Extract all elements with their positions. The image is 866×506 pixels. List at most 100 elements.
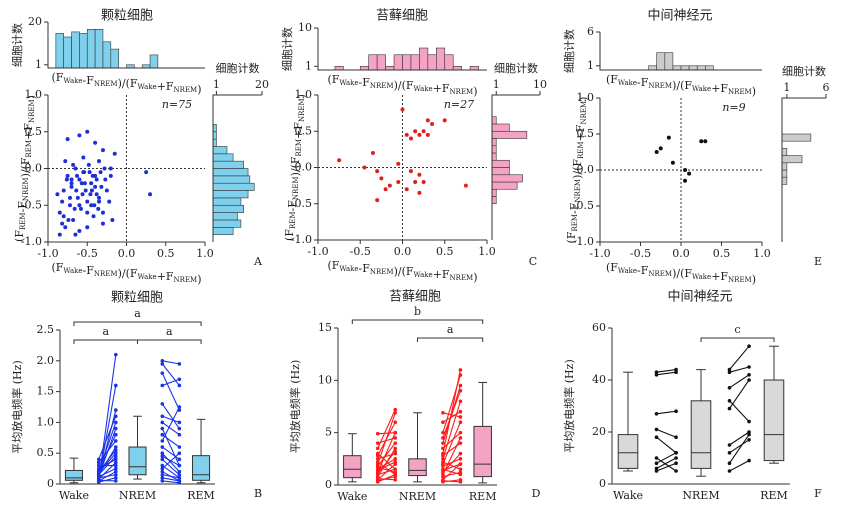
- hist-x-tick-label: 1: [783, 81, 790, 94]
- paired-line: [655, 369, 677, 373]
- point: [85, 225, 90, 230]
- x-axis-label: (FWake-FNREM)/(FWake+FNREM): [327, 259, 477, 284]
- paired-dot: [441, 457, 445, 461]
- paired-dot: [375, 457, 380, 461]
- y-tick-label: 2.0: [37, 354, 55, 367]
- y-tick-label: -1.0: [21, 235, 42, 248]
- hist-y-tick-label: 1: [305, 59, 312, 72]
- point: [108, 173, 113, 178]
- hist-x-label: (FWake-FNREM)/(FWake+FNREM): [606, 73, 756, 98]
- paired-line: [377, 453, 396, 470]
- hist-bar: [781, 155, 803, 164]
- point: [425, 132, 430, 137]
- point: [379, 176, 384, 181]
- hist-bar: [212, 227, 234, 235]
- point: [417, 172, 422, 177]
- paired-dot: [441, 436, 445, 440]
- point: [337, 158, 342, 163]
- paired-dot: [177, 472, 182, 477]
- box: [473, 425, 492, 478]
- hist-x-label: 细胞计数: [494, 62, 538, 75]
- paired-line: [442, 463, 461, 471]
- chart-title: 苔藓细胞: [376, 9, 428, 24]
- paired-dot: [114, 457, 118, 462]
- x-axis-label: (FWake-FNREM)/(FWake+FNREM): [606, 261, 756, 286]
- paired-dot: [177, 362, 182, 366]
- y-tick-label: 0: [325, 478, 332, 491]
- paired-dot: [393, 407, 398, 412]
- paired-line: [442, 374, 461, 434]
- paired-dot: [114, 451, 118, 456]
- hist-axis: [599, 32, 762, 71]
- x-axis-label: (FWake-FNREM)/(FWake+FNREM): [51, 261, 201, 286]
- point: [100, 221, 105, 226]
- paired-dot: [160, 451, 165, 456]
- hist-bar: [427, 54, 437, 71]
- y-axis-label: 平均放电频率 (Hz): [10, 360, 24, 453]
- paired-dot: [177, 445, 182, 449]
- paired-dot: [160, 432, 165, 437]
- paired-dot: [747, 378, 751, 382]
- hist-bar: [212, 153, 234, 162]
- point: [88, 192, 93, 197]
- paired-dot: [96, 457, 101, 462]
- hist-bar: [393, 54, 403, 71]
- paired-dot: [674, 409, 678, 414]
- bracket: [73, 321, 202, 326]
- point: [654, 150, 659, 154]
- paired-dot: [114, 414, 118, 419]
- y-tick-label: 0.0: [25, 162, 43, 175]
- point: [71, 217, 76, 222]
- paired-line: [442, 411, 461, 423]
- point: [408, 169, 413, 174]
- paired-dot: [393, 467, 398, 472]
- point: [73, 166, 78, 171]
- point: [90, 173, 95, 178]
- paired-line: [98, 452, 117, 474]
- paired-dot: [114, 432, 118, 437]
- paired-dot: [114, 383, 118, 388]
- paired-line: [655, 410, 677, 415]
- point: [96, 206, 101, 211]
- point: [670, 160, 675, 165]
- hist-bar: [55, 33, 64, 69]
- point: [89, 181, 94, 186]
- paired-dot: [160, 426, 165, 431]
- hist-y-label: 细胞计数: [11, 23, 24, 67]
- paired-line: [442, 458, 461, 467]
- point: [97, 199, 102, 204]
- paired-dot: [674, 367, 678, 372]
- paired-dot: [654, 370, 659, 375]
- paired-dot: [114, 352, 118, 357]
- point: [404, 187, 409, 192]
- x-tick-label: 0.5: [436, 245, 454, 258]
- chart-title: 中间神经元: [647, 9, 712, 24]
- paired-line: [442, 421, 461, 465]
- point: [100, 210, 105, 215]
- paired-dot: [375, 460, 380, 464]
- paired-dot: [114, 448, 118, 452]
- hist-x-tick-label: 10: [533, 78, 547, 91]
- x-tick-label: NREM: [682, 489, 719, 502]
- point: [400, 107, 405, 112]
- hist-bar: [359, 65, 369, 71]
- point: [421, 129, 426, 134]
- paired-dot: [393, 436, 398, 440]
- paired-dot: [674, 461, 678, 466]
- hist-bar: [491, 181, 518, 190]
- paired-dot: [177, 383, 182, 388]
- paired-line: [442, 471, 461, 478]
- y-tick-label: -1.0: [291, 233, 312, 246]
- hist-bar: [781, 148, 788, 156]
- paired-dot: [458, 383, 463, 388]
- y-axis-label: (FREM-FNREM)/(FREM+FNREM): [13, 95, 38, 242]
- paired-dot: [727, 370, 732, 375]
- panel-label: F: [814, 487, 822, 500]
- paired-line: [161, 360, 180, 365]
- chart-title: 苔藓细胞: [389, 290, 441, 305]
- x-tick-label: -1.0: [589, 247, 610, 260]
- paired-dot: [160, 454, 165, 459]
- hist-axis: [781, 97, 826, 242]
- paired-dot: [458, 457, 463, 461]
- paired-dot: [177, 476, 182, 480]
